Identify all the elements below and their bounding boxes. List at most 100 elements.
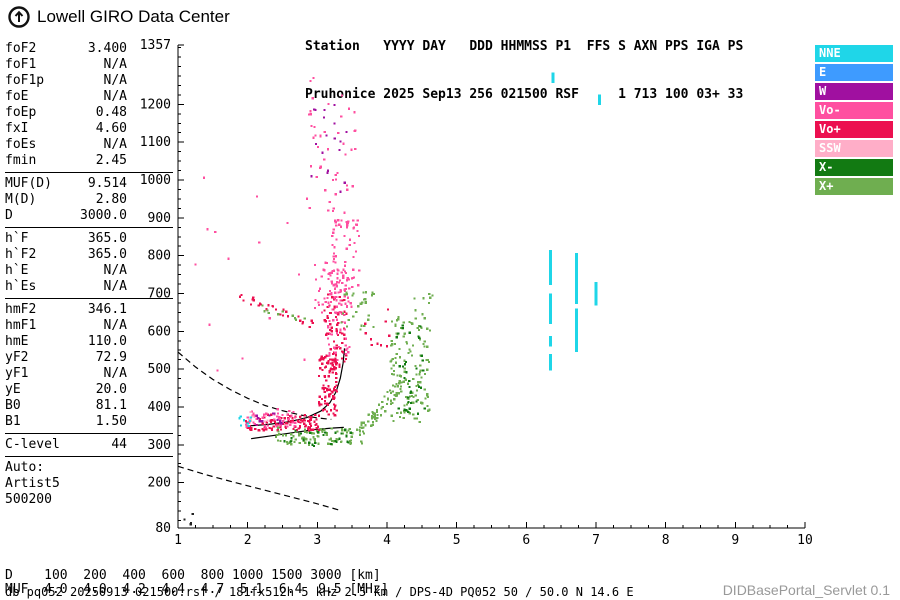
x-tick-label: 7 [592,533,600,548]
station-header-line2: Pruhonice 2025 Sep13 256 021500 RSF 1 71… [305,87,744,102]
legend-item-e: E [815,64,893,81]
nne-lines [549,72,601,371]
param-value: 110.0 [87,334,127,349]
param-value: 9.514 [87,176,127,191]
curve-muf-transmission-curve [177,351,332,420]
y-tick-label: 1357 [140,38,171,53]
x-tick-label: 4 [383,533,391,548]
param-label: h`Es [5,279,37,294]
giro-logo: Lowell GIRO Data Center [8,6,230,28]
param-row: B1 1.50 [5,414,127,430]
param-row: hmF2 346.1 [5,302,127,318]
param-value: N/A [103,89,127,104]
param-label: fmin [5,153,37,168]
scatter-points [183,77,434,526]
curve-profile-extension [177,465,339,511]
y-tick-label: 200 [148,476,171,491]
param-separator [5,456,173,457]
param-label: h`E [5,263,29,278]
trace-curves [177,348,346,511]
x-tick-label: 9 [731,533,739,548]
param-label: yF2 [5,350,29,365]
param-label: foF2 [5,41,37,56]
auto-line: 500200 [5,492,52,507]
param-panel: foF2 3.400 foF1 N/A foF1p N/A foE N/A foEp 0.48 fx… [5,41,173,457]
station-header-line1: Station YYYY DAY DDD HHMMSS P1 FFS S AXN… [305,39,744,54]
param-separator [5,298,173,299]
param-separator [5,227,173,228]
param-row: h`F 365.0 [5,231,127,247]
param-row: foF2 3.400 [5,41,127,57]
legend-item-ssw: SSW [815,140,893,157]
param-value: N/A [103,279,127,294]
param-value: N/A [103,137,127,152]
legend-item-vo: Vo- [815,102,893,119]
y-tick-label: 800 [148,249,171,264]
param-label: M(D) [5,192,37,207]
param-row: MUF(D) 9.514 [5,176,127,192]
x-tick-label: 8 [662,533,670,548]
legend-item-nne: NNE [815,45,893,62]
y-tick-label: 700 [148,286,171,301]
param-row: foEp 0.48 [5,105,127,121]
param-separator [5,172,173,173]
y-tick-label: 1000 [140,173,171,188]
param-label: C-level [5,437,60,452]
param-separator [5,433,173,434]
y-tick-label: 1200 [140,97,171,112]
param-value: 365.0 [87,231,127,246]
param-row: foEs N/A [5,137,127,153]
param-value: 20.0 [95,382,127,397]
param-label: foF1 [5,57,37,72]
autoscaling-info: Auto: Artist5 500200 [5,460,127,508]
param-row: yE 20.0 [5,382,127,398]
param-row: h`E N/A [5,263,127,279]
param-row: C-level 44 [5,437,127,453]
curve-o-trace-fit [249,348,346,427]
param-value: 4.60 [95,121,127,136]
x-tick-label: 10 [797,533,813,548]
param-value: 72.9 [95,350,127,365]
param-row: M(D) 2.80 [5,192,127,208]
param-label: h`F [5,231,29,246]
param-value: 44 [111,437,127,452]
param-value: 0.48 [95,105,127,120]
param-label: B1 [5,414,21,429]
x-tick-label: 5 [453,533,461,548]
param-label: foEp [5,105,37,120]
y-tick-label: 400 [148,400,171,415]
param-row: hmF1 N/A [5,318,127,334]
y-tick-label: 500 [148,362,171,377]
y-tick-label: 900 [148,211,171,226]
param-value: 1.50 [95,414,127,429]
param-label: foF1p [5,73,45,88]
param-value: N/A [103,318,127,333]
param-row: fmin 2.45 [5,153,127,169]
param-value: N/A [103,366,127,381]
legend: NNE E W Vo- Vo+ SSW X- X+ [815,45,893,197]
muf-table: D 100 200 400 600 800 1000 1500 3000 [km… [5,568,389,597]
param-row: foF1p N/A [5,73,127,89]
param-label: hmF1 [5,318,37,333]
param-panel-wrap: foF2 3.400 foF1 N/A foF1p N/A foE N/A foEp 0.48 fx… [5,41,173,508]
param-row: D 3000.0 [5,208,127,224]
y-tick-label: 600 [148,324,171,339]
param-value: 3.400 [87,41,127,56]
x-tick-label: 1 [174,533,182,548]
param-label: hmF2 [5,302,37,317]
param-value: 346.1 [87,302,127,317]
param-value: N/A [103,263,127,278]
giro-logo-icon [8,6,30,28]
param-label: yE [5,382,21,397]
legend-item-w: W [815,83,893,100]
param-row: hmE 110.0 [5,334,127,350]
param-label: D [5,208,13,223]
param-label: fxI [5,121,29,136]
logo-text: Lowell GIRO Data Center [37,7,230,26]
legend-item-x: X+ [815,178,893,195]
param-value: 2.45 [95,153,127,168]
y-tick-label: 1100 [140,135,171,150]
legend-item-x: X- [815,159,893,176]
auto-line: Auto: [5,460,45,475]
